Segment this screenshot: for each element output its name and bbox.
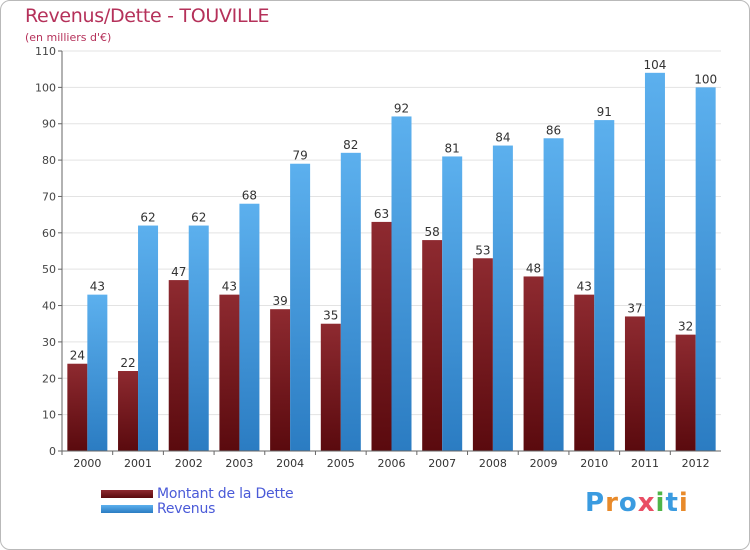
bar-revenue [239, 203, 260, 451]
legend-label-revenue: Revenus [157, 501, 216, 517]
x-tick-label: 2005 [327, 457, 355, 470]
data-label-revenue: 92 [394, 101, 409, 115]
legend-swatch-revenue [101, 505, 153, 513]
y-tick-label: 60 [42, 227, 56, 240]
bar-debt [118, 371, 139, 451]
y-tick-label: 40 [42, 300, 56, 313]
logo-letter: P [585, 488, 606, 518]
data-label-revenue: 79 [292, 149, 307, 163]
bar-revenue [695, 87, 716, 451]
x-tick-label: 2006 [378, 457, 406, 470]
y-tick-label: 70 [42, 190, 56, 203]
data-label-revenue: 100 [694, 72, 717, 86]
bar-debt [270, 309, 291, 451]
bar-revenue [290, 163, 311, 451]
logo-letter: x [637, 488, 656, 518]
bar-debt [320, 323, 341, 451]
legend-label-debt: Montant de la Dette [157, 486, 294, 502]
data-label-debt: 35 [323, 309, 338, 323]
data-label-debt: 48 [526, 261, 541, 275]
bar-revenue [340, 152, 361, 451]
bar-revenue [492, 145, 513, 451]
data-label-debt: 32 [678, 320, 693, 334]
y-tick-label: 50 [42, 263, 56, 276]
bar-revenue [87, 294, 108, 451]
bar-debt [624, 316, 645, 451]
y-tick-label: 0 [49, 445, 56, 458]
y-tick-label: 80 [42, 154, 56, 167]
bar-revenue [543, 138, 564, 452]
bar-debt [422, 240, 443, 451]
x-tick-label: 2000 [73, 457, 101, 470]
data-label-revenue: 84 [495, 131, 510, 145]
x-tick-label: 2007 [428, 457, 456, 470]
bar-debt [371, 221, 392, 451]
data-label-debt: 24 [70, 349, 85, 363]
data-label-revenue: 82 [343, 138, 358, 152]
bar-revenue [138, 225, 159, 451]
logo-letter: o [618, 488, 638, 518]
data-label-debt: 43 [577, 280, 592, 294]
x-tick-label: 2003 [225, 457, 253, 470]
bar-debt [219, 294, 240, 451]
x-tick-label: 2011 [631, 457, 659, 470]
chart-title: Revenus/Dette - TOUVILLE [25, 5, 270, 27]
y-tick-label: 90 [42, 118, 56, 131]
y-tick-label: 110 [35, 45, 56, 58]
bar-revenue [442, 156, 463, 452]
bar-revenue [644, 72, 665, 452]
x-tick-label: 2004 [276, 457, 304, 470]
data-label-revenue: 104 [644, 58, 667, 72]
data-label-revenue: 91 [597, 105, 612, 119]
bar-revenue [391, 116, 412, 452]
y-tick-label: 100 [35, 81, 56, 94]
data-label-debt: 63 [374, 207, 389, 221]
y-tick-label: 20 [42, 372, 56, 385]
bar-debt [574, 294, 595, 451]
x-tick-label: 2002 [175, 457, 203, 470]
logo-letter: r [605, 488, 619, 518]
data-label-debt: 22 [120, 356, 135, 370]
bar-debt [472, 258, 493, 451]
logo-letter: t [665, 488, 679, 518]
data-label-revenue: 86 [546, 123, 561, 137]
bar-revenue [188, 225, 209, 451]
logo-letter: i [678, 488, 689, 518]
x-tick-label: 2008 [479, 457, 507, 470]
data-label-revenue: 62 [140, 211, 155, 225]
data-label-revenue: 81 [445, 141, 460, 155]
x-tick-label: 2010 [580, 457, 608, 470]
bar-debt [523, 276, 544, 451]
data-label-debt: 39 [272, 294, 287, 308]
bar-debt [675, 334, 696, 451]
x-tick-label: 2012 [682, 457, 710, 470]
data-label-revenue: 43 [90, 280, 105, 294]
y-tick-label: 10 [42, 409, 56, 422]
chart-subtitle: (en milliers d'€) [25, 31, 112, 44]
x-tick-label: 2001 [124, 457, 152, 470]
data-label-debt: 47 [171, 265, 186, 279]
y-tick-label: 30 [42, 336, 56, 349]
bar-debt [67, 363, 88, 451]
bar-revenue [594, 120, 615, 451]
data-label-revenue: 68 [242, 189, 257, 203]
data-label-debt: 53 [475, 243, 490, 257]
bar-debt [168, 280, 189, 451]
logo-letter: i [655, 488, 666, 518]
data-label-debt: 43 [222, 280, 237, 294]
proxiti-logo: Proxiti [585, 488, 689, 518]
data-label-debt: 37 [627, 301, 642, 315]
legend-swatch-debt [101, 490, 153, 498]
x-tick-label: 2009 [530, 457, 558, 470]
data-label-debt: 58 [425, 225, 440, 239]
data-label-revenue: 62 [191, 211, 206, 225]
